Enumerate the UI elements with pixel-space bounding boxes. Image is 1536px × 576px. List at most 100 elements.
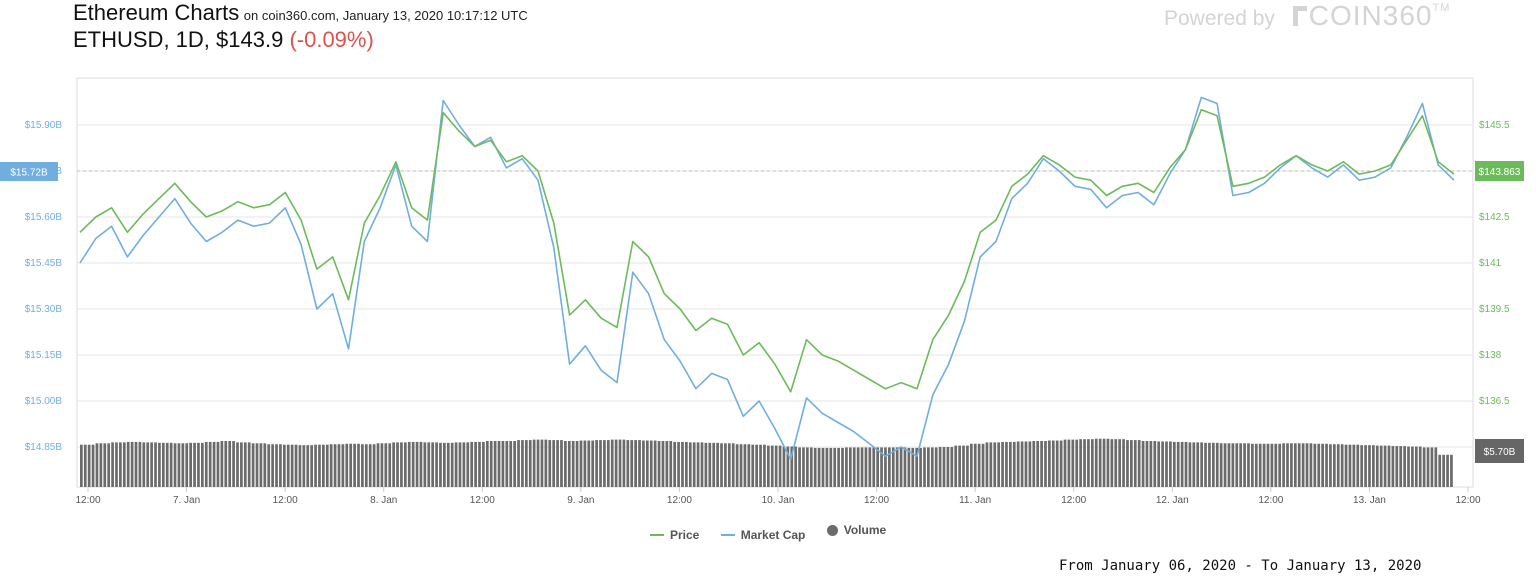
volume-bar <box>341 444 345 487</box>
volume-bar <box>778 445 782 487</box>
volume-bar <box>161 442 165 487</box>
volume-bar <box>1274 443 1278 487</box>
volume-bar <box>1055 440 1059 487</box>
volume-bar <box>1391 446 1395 487</box>
volume-bar <box>727 443 731 487</box>
coin360-logo: COIN360TM <box>1292 0 1451 31</box>
volume-bar <box>407 441 411 487</box>
legend-item-market-cap[interactable]: Market Cap <box>720 528 805 542</box>
volume-bar <box>251 443 255 487</box>
left-tick-label: $15.60B <box>25 212 63 223</box>
volume-bar <box>380 443 384 487</box>
right-tick-label: $138 <box>1479 350 1502 361</box>
volume-bar <box>606 440 610 487</box>
left-tick-label: $15.45B <box>25 258 63 269</box>
volume-bar <box>1395 446 1399 487</box>
volume-bar <box>1075 439 1079 487</box>
volume-bar <box>782 446 786 487</box>
x-tick-label: 13. Jan <box>1353 495 1386 506</box>
volume-bar <box>368 444 372 487</box>
legend-label-volume: Volume <box>843 523 887 537</box>
volume-bar <box>661 441 665 487</box>
volume-bar <box>809 447 813 487</box>
volume-bar <box>439 442 442 487</box>
volume-bar <box>1414 446 1418 487</box>
volume-bar <box>310 445 314 487</box>
volume-bar <box>1305 443 1309 487</box>
volume-bar <box>1450 454 1453 487</box>
volume-bar <box>1012 441 1016 487</box>
volume-bar <box>645 440 649 487</box>
volume-bar <box>485 441 489 487</box>
volume-bar <box>716 442 719 487</box>
volume-bar <box>1208 442 1211 487</box>
volume-bar <box>376 443 380 487</box>
volume-bar <box>1215 442 1219 487</box>
volume-bar <box>821 447 825 487</box>
volume-bar <box>903 447 907 487</box>
price-chart[interactable]: $15.90B$15.75B$15.60B$15.45B$15.30B$15.1… <box>0 0 1536 520</box>
volume-bar <box>681 441 684 487</box>
volume-bar <box>817 447 821 487</box>
volume-bar <box>361 444 364 487</box>
x-tick-label: 9. Jan <box>567 495 594 506</box>
volume-current-label-text: $5.70B <box>1484 447 1516 458</box>
volume-bar <box>282 444 286 487</box>
volume-bar <box>626 440 630 487</box>
grid-lines <box>77 124 1473 448</box>
volume-bar <box>966 445 969 487</box>
volume-bar <box>290 444 294 487</box>
volume-bar <box>884 447 887 487</box>
volume-bar <box>1290 443 1293 487</box>
volume-bar <box>1157 441 1161 487</box>
volume-bar <box>888 447 891 487</box>
volume-bar <box>1083 439 1086 487</box>
volume-bar <box>134 441 138 487</box>
volume-bar <box>1336 444 1340 487</box>
volume-bar <box>204 441 208 487</box>
volume-bar <box>942 446 946 487</box>
volume-bar <box>880 447 883 487</box>
volume-bar <box>337 444 341 487</box>
volume-bar <box>349 443 353 487</box>
volume-bar <box>1340 444 1344 487</box>
volume-bar <box>798 447 801 487</box>
volume-bar <box>868 447 872 487</box>
volume-bar <box>322 444 325 487</box>
volume-bar <box>575 441 579 487</box>
volume-bar <box>505 441 509 487</box>
volume-bar <box>1016 441 1020 487</box>
volume-bar <box>696 442 700 487</box>
volume-bar <box>1317 443 1321 487</box>
x-tick-label: 12:00 <box>667 495 692 506</box>
volume-bar <box>243 442 247 487</box>
volume-bar <box>685 441 688 487</box>
right-current-label-bg <box>1475 161 1524 181</box>
volume-bar <box>962 445 965 487</box>
plot-frame <box>76 77 1474 488</box>
volume-bar <box>1161 441 1164 487</box>
volume-bar <box>1051 440 1055 487</box>
volume-bar <box>1063 439 1067 487</box>
volume-bar <box>458 442 462 487</box>
volume-bar <box>236 442 239 487</box>
volume-bar <box>1090 439 1094 487</box>
volume-bar <box>353 443 356 487</box>
volume-bar <box>1048 440 1051 487</box>
volume-bar <box>80 444 83 487</box>
volume-bar <box>669 441 673 487</box>
market-cap-line <box>79 96 1455 461</box>
volume-bar <box>208 441 212 487</box>
volume-bar <box>1442 454 1445 487</box>
volume-bar <box>1126 440 1129 487</box>
volume-bar <box>934 447 938 487</box>
legend-item-price[interactable]: Price <box>650 528 699 542</box>
volume-bar <box>1079 439 1082 487</box>
volume-bar <box>427 442 431 487</box>
volume-bar <box>630 440 634 487</box>
volume-bar <box>1309 443 1313 487</box>
left-current-label: $15.72B <box>0 162 58 181</box>
volume-bar <box>1059 440 1063 487</box>
volume-bar <box>993 442 997 487</box>
legend-item-volume[interactable]: Volume <box>826 523 887 537</box>
